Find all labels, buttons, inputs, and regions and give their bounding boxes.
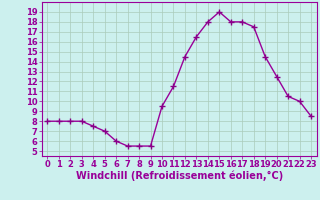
X-axis label: Windchill (Refroidissement éolien,°C): Windchill (Refroidissement éolien,°C) [76, 171, 283, 181]
